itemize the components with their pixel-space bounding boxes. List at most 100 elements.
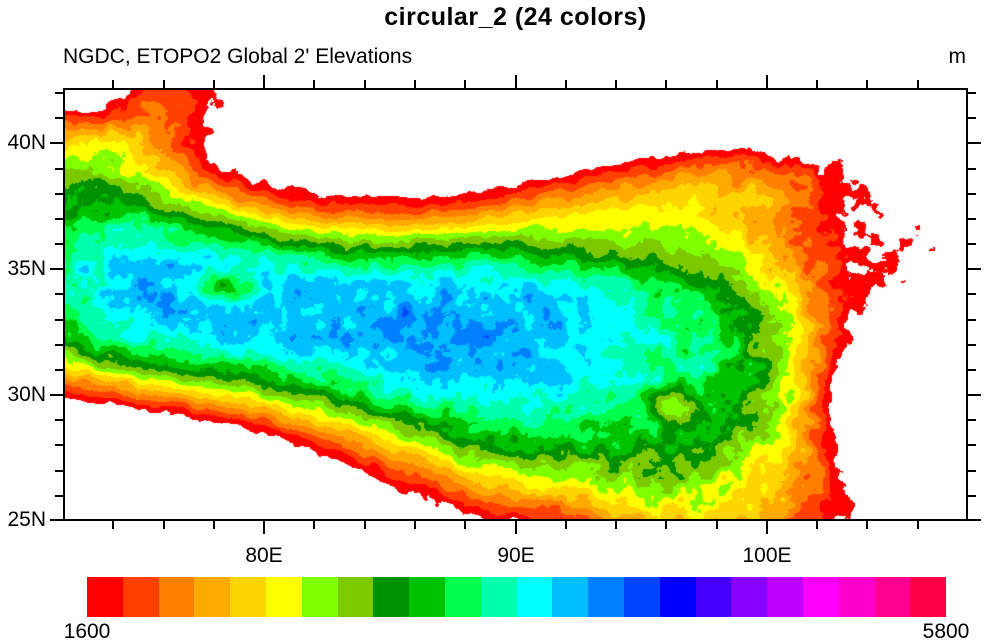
y-minor-tick-left xyxy=(55,319,63,321)
x-major-tick-bottom xyxy=(766,521,768,534)
x-major-tick-top xyxy=(515,75,517,88)
y-minor-tick-right xyxy=(968,419,976,421)
y-axis-tick-label: 35N xyxy=(7,257,46,280)
x-major-tick-bottom xyxy=(515,521,517,534)
y-minor-tick-right xyxy=(968,319,976,321)
y-minor-tick-left xyxy=(55,495,63,497)
x-minor-tick-bottom xyxy=(364,521,366,529)
elevation-map-canvas xyxy=(65,90,966,519)
x-minor-tick-top xyxy=(112,80,114,88)
y-minor-tick-left xyxy=(55,218,63,220)
x-major-tick-top xyxy=(263,75,265,88)
x-minor-tick-bottom xyxy=(414,521,416,529)
y-axis-tick-label: 40N xyxy=(7,131,46,154)
y-major-tick-right xyxy=(968,142,981,144)
colorbar-cell-8 xyxy=(337,577,374,617)
x-minor-tick-bottom xyxy=(917,521,919,529)
y-minor-tick-left xyxy=(55,444,63,446)
colorbar-cell-9 xyxy=(373,577,410,617)
y-minor-tick-left xyxy=(55,193,63,195)
y-major-tick-left xyxy=(50,142,63,144)
y-major-tick-right xyxy=(968,519,981,521)
colorbar xyxy=(87,577,947,617)
colorbar-cell-21 xyxy=(802,577,839,617)
x-minor-tick-top xyxy=(716,80,718,88)
y-minor-tick-right xyxy=(968,243,976,245)
y-minor-tick-left xyxy=(55,92,63,94)
colorbar-cell-18 xyxy=(695,577,732,617)
colorbar-cell-4 xyxy=(194,577,231,617)
x-minor-tick-bottom xyxy=(213,521,215,529)
y-major-tick-right xyxy=(968,268,981,270)
y-minor-tick-right xyxy=(968,168,976,170)
colorbar-cell-3 xyxy=(158,577,195,617)
x-major-tick-top xyxy=(766,75,768,88)
y-minor-tick-left xyxy=(55,470,63,472)
y-minor-tick-right xyxy=(968,495,976,497)
x-major-tick-bottom xyxy=(263,521,265,534)
y-minor-tick-right xyxy=(968,92,976,94)
colorbar-cell-24 xyxy=(910,577,947,617)
y-minor-tick-right xyxy=(968,218,976,220)
colorbar-cell-22 xyxy=(838,577,875,617)
x-axis-tick-label: 90E xyxy=(497,544,535,567)
y-minor-tick-right xyxy=(968,117,976,119)
x-minor-tick-bottom xyxy=(163,521,165,529)
colorbar-cell-16 xyxy=(623,577,660,617)
y-axis-tick-label: 25N xyxy=(7,508,46,531)
x-minor-tick-top xyxy=(816,80,818,88)
x-minor-tick-bottom xyxy=(565,521,567,529)
colorbar-cell-13 xyxy=(516,577,553,617)
x-minor-tick-top xyxy=(866,80,868,88)
colorbar-cell-7 xyxy=(301,577,338,617)
page-title: circular_2 (24 colors) xyxy=(384,3,647,31)
colorbar-cell-2 xyxy=(122,577,159,617)
colorbar-cell-1 xyxy=(87,577,123,617)
colorbar-max-label: 5800 xyxy=(922,620,970,643)
x-minor-tick-top xyxy=(464,80,466,88)
x-minor-tick-top xyxy=(917,80,919,88)
x-minor-tick-bottom xyxy=(665,521,667,529)
colorbar-cell-23 xyxy=(874,577,911,617)
map-plot-area xyxy=(63,88,968,521)
colorbar-cell-17 xyxy=(659,577,696,617)
y-minor-tick-left xyxy=(55,419,63,421)
x-minor-tick-top xyxy=(665,80,667,88)
colorbar-cell-5 xyxy=(230,577,266,617)
x-minor-tick-top xyxy=(213,80,215,88)
y-minor-tick-right xyxy=(968,193,976,195)
colorbar-cell-15 xyxy=(588,577,624,617)
x-minor-tick-top xyxy=(414,80,416,88)
x-axis-tick-label: 80E xyxy=(245,544,283,567)
y-minor-tick-right xyxy=(968,344,976,346)
x-minor-tick-bottom xyxy=(866,521,868,529)
colorbar-cell-11 xyxy=(444,577,481,617)
x-minor-tick-top xyxy=(615,80,617,88)
colorbar-cell-10 xyxy=(409,577,445,617)
y-minor-tick-right xyxy=(968,470,976,472)
y-major-tick-left xyxy=(50,394,63,396)
x-minor-tick-bottom xyxy=(816,521,818,529)
x-minor-tick-bottom xyxy=(112,521,114,529)
x-minor-tick-top xyxy=(364,80,366,88)
x-minor-tick-top xyxy=(565,80,567,88)
colorbar-cell-14 xyxy=(552,577,589,617)
y-axis-tick-label: 30N xyxy=(7,383,46,406)
x-minor-tick-top xyxy=(313,80,315,88)
x-minor-tick-top xyxy=(163,80,165,88)
colorbar-cell-20 xyxy=(767,577,803,617)
x-axis-tick-label: 100E xyxy=(742,544,792,567)
x-minor-tick-bottom xyxy=(615,521,617,529)
x-minor-tick-bottom xyxy=(313,521,315,529)
y-minor-tick-right xyxy=(968,369,976,371)
y-major-tick-right xyxy=(968,394,981,396)
units-label: m xyxy=(948,45,967,68)
colorbar-cell-12 xyxy=(480,577,517,617)
y-minor-tick-left xyxy=(55,117,63,119)
y-major-tick-left xyxy=(50,268,63,270)
x-minor-tick-bottom xyxy=(464,521,466,529)
colorbar-cell-19 xyxy=(731,577,768,617)
y-minor-tick-right xyxy=(968,293,976,295)
figure-subtitle: NGDC, ETOPO2 Global 2' Elevations xyxy=(63,45,413,68)
